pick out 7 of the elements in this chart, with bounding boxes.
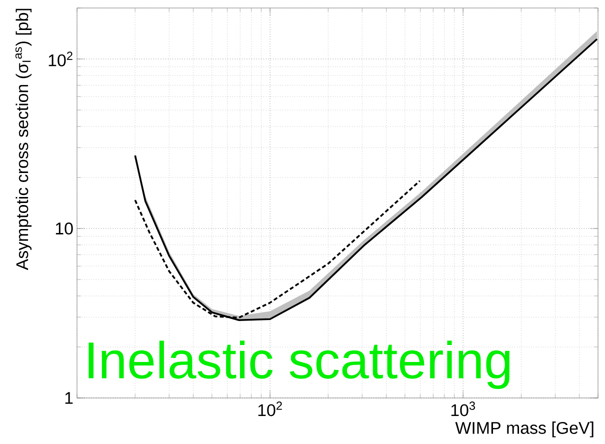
y-axis-title: Asymptotic cross section (σ$_{I}$$^{as}$) [pb] (15, 8, 32, 270)
x-axis-title: WIMP mass [GeV] (455, 422, 594, 438)
annotation: Inelastic scattering (88, 340, 510, 389)
y-tick-label: 1 (65, 392, 73, 404)
y-tick-label: 10 (56, 222, 73, 234)
y-tick-label: 10$^{2}$ (48, 52, 72, 66)
x-tick-label: 10$^{3}$ (451, 402, 476, 416)
